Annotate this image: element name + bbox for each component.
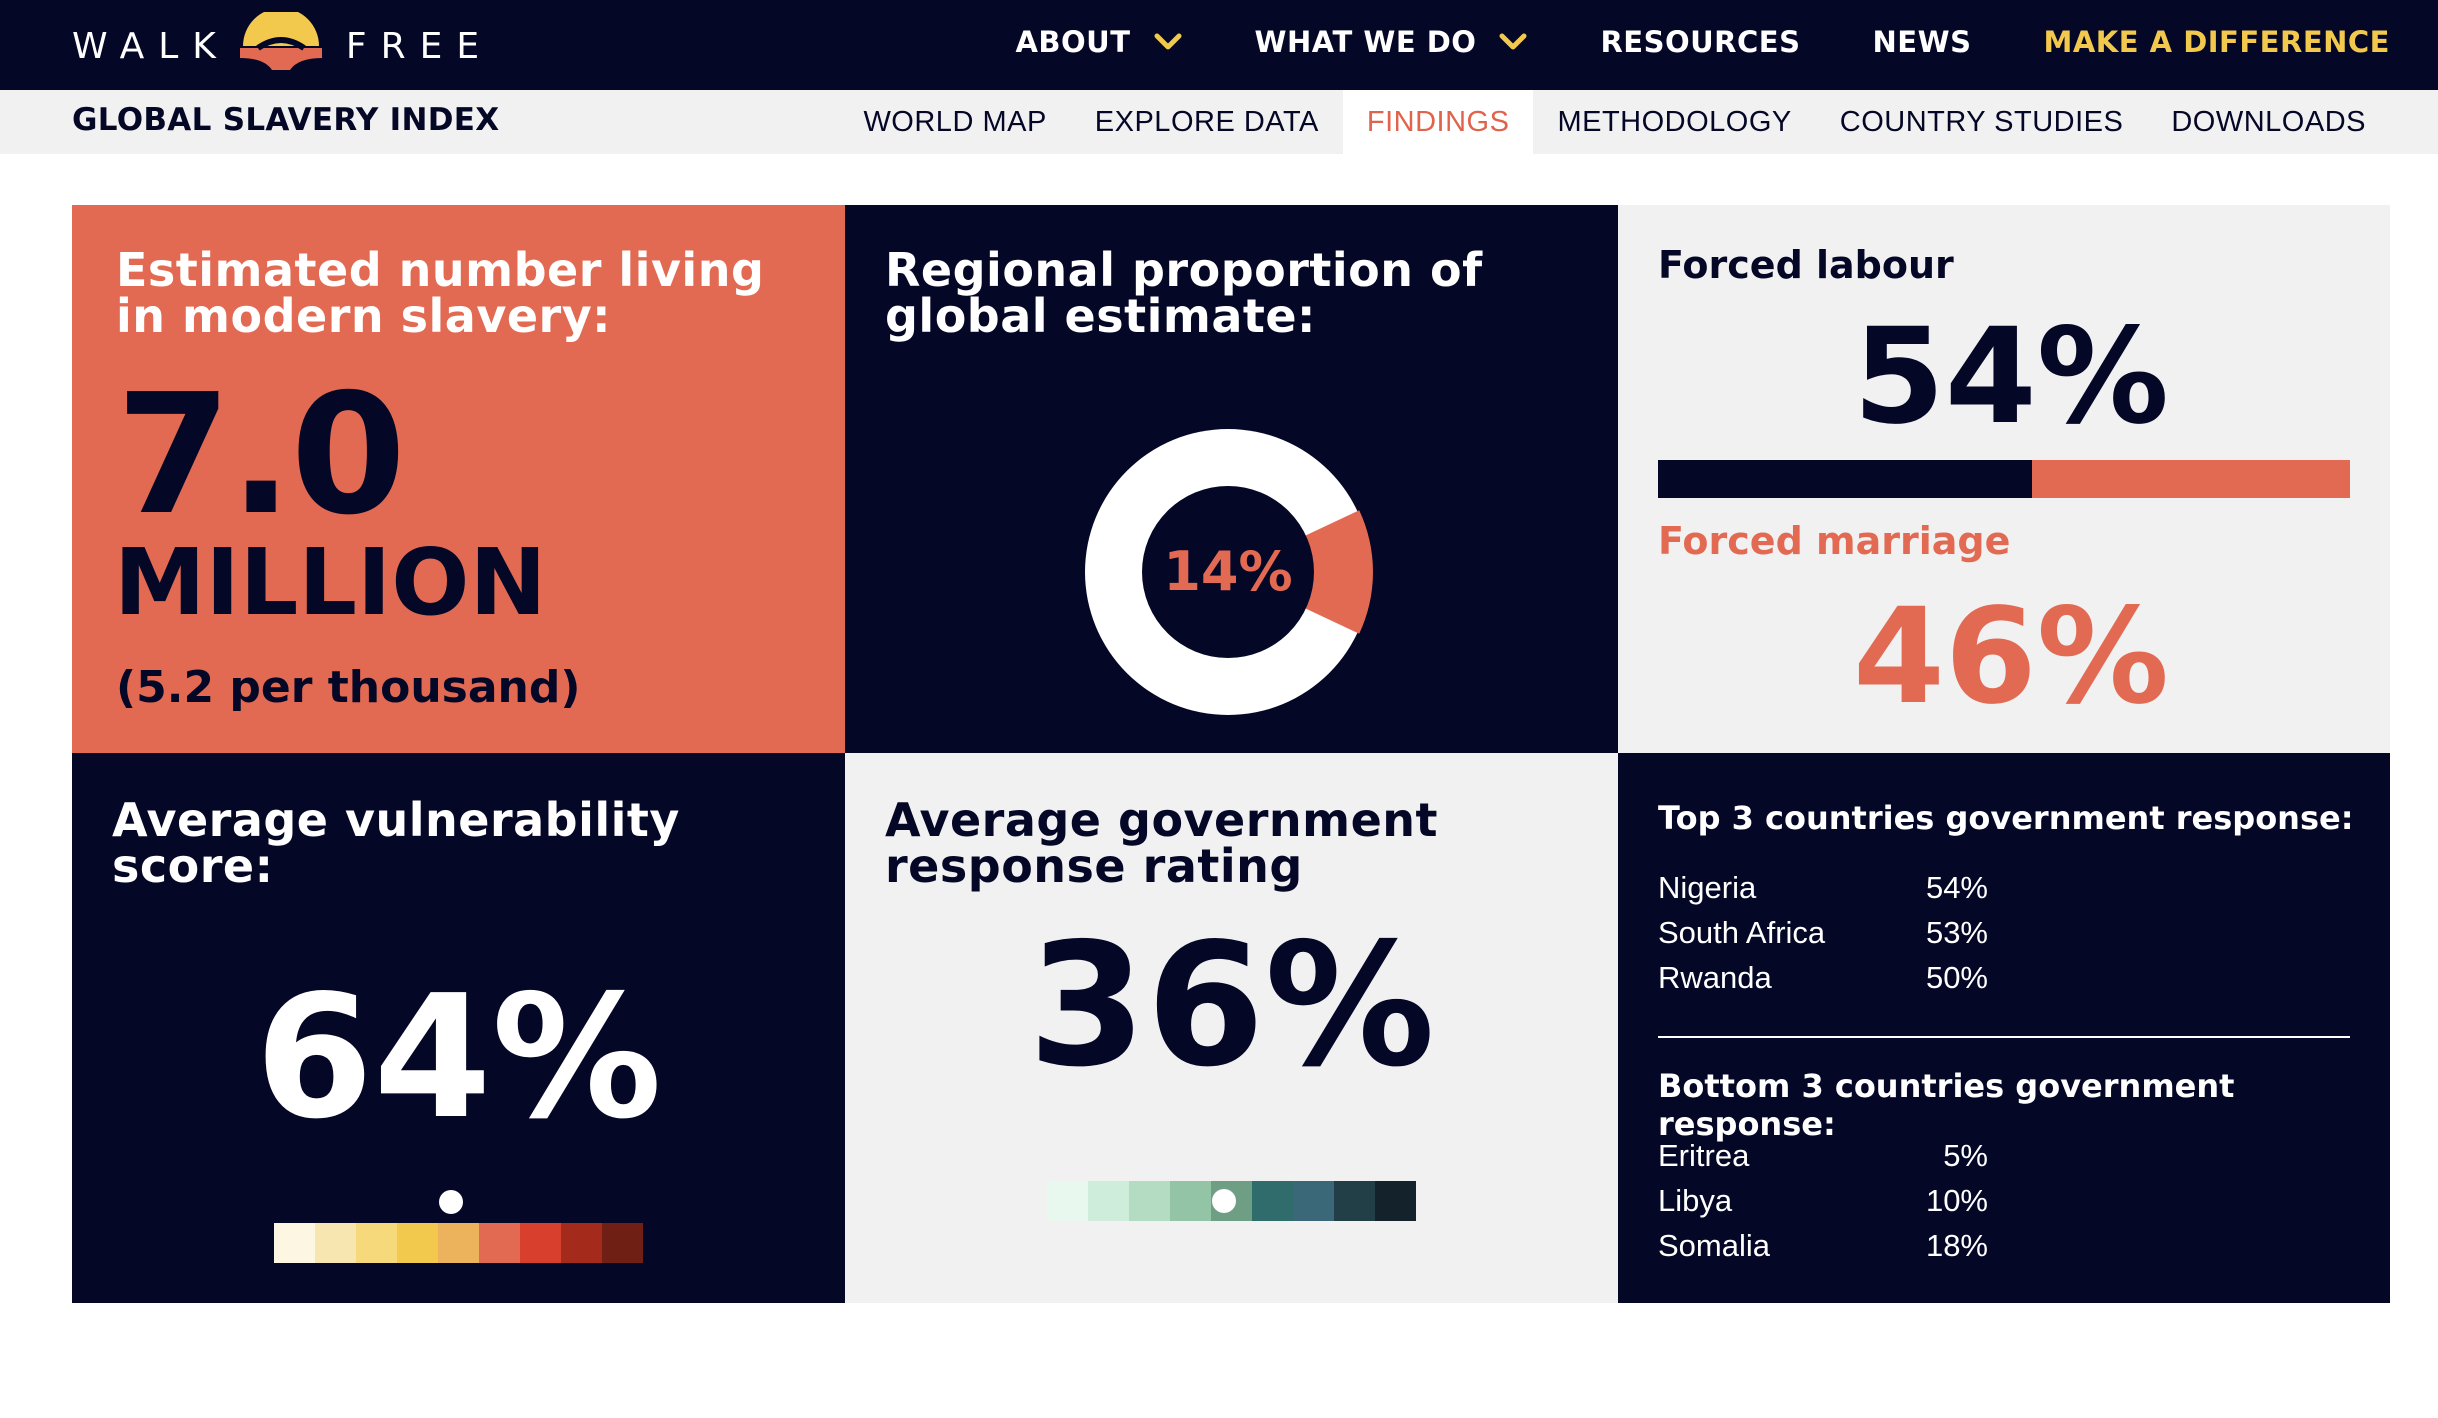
subnav-country-studies[interactable]: COUNTRY STUDIES xyxy=(1839,105,2124,138)
scale-swatch xyxy=(315,1223,356,1263)
estimate-value: 7.0 xyxy=(116,359,406,552)
subnav-methodology[interactable]: METHODOLOGY xyxy=(1557,105,1792,138)
bottom-countries-list: Eritrea 5% Libya 10% Somalia 18% xyxy=(1658,1133,1988,1268)
nav-what-we-do[interactable]: WHAT WE DO xyxy=(1255,25,1529,59)
list-item: Somalia 18% xyxy=(1658,1223,1988,1268)
list-item: Libya 10% xyxy=(1658,1178,1988,1223)
scale-swatch xyxy=(1334,1181,1375,1221)
donut-label: 14% xyxy=(1163,540,1292,603)
list-item: Rwanda 50% xyxy=(1658,955,1988,1000)
scale-swatch xyxy=(1170,1181,1211,1221)
government-heading: Average government response rating xyxy=(885,793,1439,893)
nav-news-label: NEWS xyxy=(1872,25,1972,59)
top-countries-list: Nigeria 54% South Africa 53% Rwanda 50% xyxy=(1658,865,1988,1000)
estimate-heading: Estimated number living in modern slaver… xyxy=(116,243,765,343)
scale-swatch xyxy=(1375,1181,1416,1221)
forced-labour-segment xyxy=(1658,460,2032,498)
regional-heading: Regional proportion of global estimate: xyxy=(885,243,1483,343)
scale-swatch xyxy=(1252,1181,1293,1221)
regional-proportion-tile: Regional proportion of global estimate: … xyxy=(845,205,1618,753)
scale-swatch xyxy=(1293,1181,1334,1221)
estimate-unit: MILLION xyxy=(114,529,547,636)
country-name: Libya xyxy=(1658,1183,1733,1218)
country-score: 54% xyxy=(1925,870,1988,905)
scale-swatch xyxy=(356,1223,397,1263)
sub-nav-menu: WORLD MAP EXPLORE DATA FINDINGS METHODOL… xyxy=(839,90,2390,154)
country-score: 50% xyxy=(1925,960,1988,995)
nav-about-label: ABOUT xyxy=(1015,25,1131,59)
forced-marriage-value: 46% xyxy=(1853,580,2169,734)
scale-swatch xyxy=(397,1223,438,1263)
government-value: 36% xyxy=(1028,907,1435,1105)
logo-word-right: FREE xyxy=(345,25,494,67)
scale-swatch xyxy=(479,1223,520,1263)
estimate-per-thousand: (5.2 per thousand) xyxy=(116,662,581,713)
country-score: 53% xyxy=(1925,915,1988,950)
government-scale-indicator xyxy=(1212,1189,1237,1213)
estimate-tile: Estimated number living in modern slaver… xyxy=(72,205,845,753)
vulnerability-value: 64% xyxy=(255,959,662,1157)
rankings-divider xyxy=(1658,1036,2350,1038)
index-sub-navigation: GLOBAL SLAVERY INDEX WORLD MAP EXPLORE D… xyxy=(0,90,2438,154)
scale-swatch xyxy=(1088,1181,1129,1221)
index-title[interactable]: GLOBAL SLAVERY INDEX xyxy=(72,102,500,138)
nav-resources-label: RESOURCES xyxy=(1600,25,1801,59)
scale-swatch xyxy=(274,1223,315,1263)
chevron-down-icon xyxy=(1154,33,1181,50)
chevron-down-icon xyxy=(1499,33,1527,50)
top-countries-heading: Top 3 countries government response: xyxy=(1658,799,2354,837)
subnav-world-map[interactable]: WORLD MAP xyxy=(863,105,1047,138)
vulnerability-scale-indicator xyxy=(439,1190,464,1214)
scale-swatch xyxy=(1047,1181,1088,1221)
labour-marriage-split-bar xyxy=(1658,460,2350,498)
nav-make-a-difference[interactable]: MAKE A DIFFERENCE xyxy=(2043,25,2390,59)
country-score: 18% xyxy=(1925,1228,1988,1263)
country-name: Nigeria xyxy=(1658,870,1757,905)
country-name: Rwanda xyxy=(1658,960,1772,995)
vulnerability-color-scale xyxy=(274,1223,643,1263)
country-score: 5% xyxy=(1943,1138,1988,1173)
bottom-countries-heading: Bottom 3 countries government response: xyxy=(1658,1067,2235,1143)
slavery-types-tile: Forced labour 54% Forced marriage 46% xyxy=(1618,205,2390,753)
sunrise-logo-icon xyxy=(239,12,322,70)
scale-swatch xyxy=(602,1223,643,1263)
list-item: Eritrea 5% xyxy=(1658,1133,1988,1178)
government-response-tile: Average government response rating 36% xyxy=(845,753,1618,1303)
nav-about[interactable]: ABOUT xyxy=(1015,25,1182,59)
forced-marriage-label: Forced marriage xyxy=(1658,519,2011,563)
scale-swatch xyxy=(438,1223,479,1263)
list-item: Nigeria 54% xyxy=(1658,865,1988,910)
subnav-downloads[interactable]: DOWNLOADS xyxy=(2171,105,2366,138)
logo-word-left: WALK xyxy=(72,25,230,67)
scale-swatch xyxy=(561,1223,602,1263)
vulnerability-heading: Average vulnerability score: xyxy=(112,793,680,893)
government-color-scale xyxy=(1047,1181,1416,1221)
forced-labour-label: Forced labour xyxy=(1658,243,1954,287)
forced-labour-value: 54% xyxy=(1853,300,2169,454)
top-navigation-bar: WALK FREE ABOUT WHAT WE DO RESOURCES NEW… xyxy=(0,0,2438,90)
subnav-explore-data[interactable]: EXPLORE DATA xyxy=(1094,105,1319,138)
list-item: South Africa 53% xyxy=(1658,910,1988,955)
country-name: South Africa xyxy=(1658,915,1826,950)
donut-hole xyxy=(1142,486,1314,658)
regional-donut-chart: 14% xyxy=(1085,429,1373,715)
country-rankings-tile: Top 3 countries government response: Nig… xyxy=(1618,753,2390,1303)
country-score: 10% xyxy=(1925,1183,1988,1218)
nav-make-a-difference-label: MAKE A DIFFERENCE xyxy=(2043,25,2390,59)
nav-what-we-do-label: WHAT WE DO xyxy=(1254,25,1477,59)
scale-swatch xyxy=(1129,1181,1170,1221)
subnav-findings[interactable]: FINDINGS xyxy=(1342,90,1534,154)
nav-news[interactable]: NEWS xyxy=(1873,25,1972,59)
walk-free-logo[interactable]: WALK FREE xyxy=(72,12,494,74)
vulnerability-tile: Average vulnerability score: 64% xyxy=(72,753,845,1303)
scale-swatch xyxy=(520,1223,561,1263)
forced-marriage-segment xyxy=(2031,460,2350,498)
main-nav: ABOUT WHAT WE DO RESOURCES NEWS MAKE A D… xyxy=(1015,0,2390,84)
country-name: Eritrea xyxy=(1658,1138,1750,1173)
nav-resources[interactable]: RESOURCES xyxy=(1600,25,1800,59)
country-name: Somalia xyxy=(1658,1228,1770,1263)
